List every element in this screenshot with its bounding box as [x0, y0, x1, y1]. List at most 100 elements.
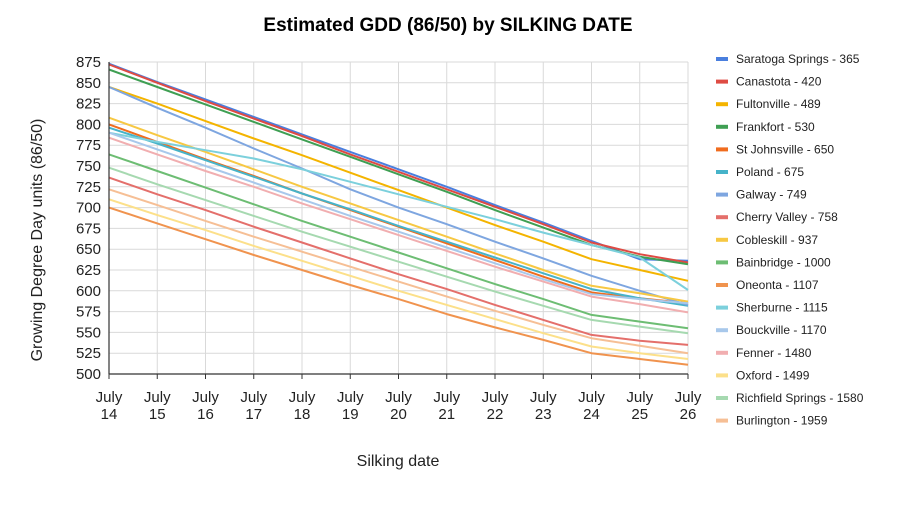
legend-item-15: Richfield Springs - 1580 — [716, 391, 864, 405]
y-tick-label-5: 750 — [76, 158, 101, 175]
x-tick-label-6: July 20 — [385, 389, 412, 423]
x-tick-label-1: July 15 — [144, 389, 171, 423]
y-tick-label-15: 500 — [76, 366, 101, 383]
series-lines — [108, 62, 689, 366]
series-line-8 — [108, 116, 689, 303]
y-tick-label-7: 700 — [76, 200, 101, 217]
y-tick-label-10: 625 — [76, 262, 101, 279]
series-line-1 — [108, 63, 689, 264]
series-line-10 — [108, 206, 689, 366]
y-tick-label-1: 850 — [76, 75, 101, 92]
series-line-6 — [108, 86, 689, 306]
series-line-13 — [108, 136, 689, 314]
legend-label-6: Galway - 749 — [736, 188, 807, 202]
legend-label-14: Oxford - 1499 — [736, 368, 810, 382]
legend-swatch-9 — [716, 260, 728, 265]
y-axis-title: Growing Degree Day units (86/50) — [29, 119, 46, 362]
legend-label-8: Cobleskill - 937 — [736, 233, 818, 247]
x-tick-label-12: July 26 — [675, 389, 702, 423]
x-tick-label-2: July 16 — [192, 389, 219, 423]
y-tick-label-4: 775 — [76, 137, 101, 154]
legend-item-0: Saratoga Springs - 365 — [716, 52, 860, 66]
legend-item-12: Bouckville - 1170 — [716, 323, 827, 337]
legend-label-9: Bainbridge - 1000 — [736, 255, 831, 269]
legend: Saratoga Springs - 365 Canastota - 420 Ful… — [716, 52, 864, 428]
legend-item-13: Fenner - 1480 — [716, 346, 812, 360]
legend-label-3: Frankfort - 530 — [736, 120, 815, 134]
legend-item-2: Fultonville - 489 — [716, 97, 821, 111]
series-line-16 — [108, 188, 689, 355]
legend-swatch-6 — [716, 192, 728, 197]
legend-item-10: Oneonta - 1107 — [716, 278, 819, 292]
x-tick-label-5: July 19 — [337, 389, 364, 423]
series-line-12 — [108, 131, 689, 305]
legend-swatch-12 — [716, 328, 728, 333]
y-axis-ticks: 875 850 825 800 775 750 725 700 675 650 625 600 575 5… — [76, 54, 101, 383]
legend-swatch-11 — [716, 305, 728, 310]
y-tick-label-9: 650 — [76, 241, 101, 258]
legend-label-15: Richfield Springs - 1580 — [736, 391, 864, 405]
y-tick-label-8: 675 — [76, 220, 101, 237]
legend-swatch-5 — [716, 170, 728, 174]
legend-label-7: Cherry Valley - 758 — [736, 210, 838, 224]
legend-label-4: St Johnsville - 650 — [736, 142, 834, 156]
series-line-0 — [108, 62, 689, 262]
series-line-2 — [108, 86, 689, 282]
legend-swatch-1 — [716, 79, 728, 84]
y-tick-label-13: 550 — [76, 324, 101, 341]
legend-label-5: Poland - 675 — [736, 165, 804, 179]
y-tick-label-11: 600 — [76, 283, 101, 300]
legend-label-16: Burlington - 1959 — [736, 414, 828, 428]
x-tick-label-0: July 14 — [96, 389, 123, 423]
legend-item-8: Cobleskill - 937 — [716, 233, 818, 247]
legend-item-9: Bainbridge - 1000 — [716, 255, 831, 269]
legend-swatch-15 — [716, 396, 728, 400]
legend-label-1: Canastota - 420 — [736, 75, 822, 89]
legend-item-3: Frankfort - 530 — [716, 120, 815, 134]
series-line-9 — [108, 153, 689, 330]
legend-item-14: Oxford - 1499 — [716, 368, 810, 382]
legend-swatch-10 — [716, 283, 728, 287]
x-axis-title: Silking date — [357, 453, 440, 470]
legend-label-12: Bouckville - 1170 — [736, 323, 827, 337]
legend-label-13: Fenner - 1480 — [736, 346, 812, 360]
y-tick-label-2: 825 — [76, 96, 101, 113]
series-line-7 — [108, 176, 689, 346]
legend-item-1: Canastota - 420 — [716, 75, 822, 89]
legend-label-10: Oneonta - 1107 — [736, 278, 819, 292]
series-line-11 — [108, 131, 689, 291]
x-tick-label-11: July 25 — [626, 389, 653, 423]
y-tick-label-3: 800 — [76, 116, 101, 133]
legend-label-11: Sherburne - 1115 — [736, 301, 828, 315]
legend-item-6: Galway - 749 — [716, 188, 807, 202]
legend-swatch-13 — [716, 350, 728, 355]
legend-item-11: Sherburne - 1115 — [716, 301, 828, 315]
series-line-15 — [108, 166, 689, 335]
x-tick-label-10: July 24 — [578, 389, 605, 423]
y-tick-label-12: 575 — [76, 304, 101, 321]
legend-item-16: Burlington - 1959 — [716, 414, 828, 428]
series-line-14 — [108, 198, 689, 360]
x-tick-label-8: July 22 — [482, 389, 509, 423]
legend-swatch-7 — [716, 215, 728, 220]
legend-label-0: Saratoga Springs - 365 — [736, 52, 860, 66]
x-tick-label-3: July 17 — [240, 389, 267, 423]
y-tick-label-6: 725 — [76, 179, 101, 196]
legend-swatch-3 — [716, 124, 728, 129]
y-tick-label-14: 525 — [76, 345, 101, 362]
legend-item-5: Poland - 675 — [716, 165, 804, 179]
chart-title: Estimated GDD (86/50) by SILKING DATE — [263, 15, 632, 36]
legend-item-4: St Johnsville - 650 — [716, 142, 834, 156]
axes — [108, 62, 689, 379]
series-line-5 — [108, 126, 689, 307]
x-tick-label-4: July 18 — [289, 389, 316, 423]
x-tick-label-7: July 21 — [433, 389, 460, 423]
legend-swatch-0 — [716, 57, 728, 61]
legend-swatch-14 — [716, 373, 728, 378]
x-axis-ticks: July 14 July 15 July 16 July 17 July 18 July 19 July… — [96, 389, 702, 423]
legend-item-7: Cherry Valley - 758 — [716, 210, 838, 224]
x-tick-label-9: July 23 — [530, 389, 557, 423]
y-tick-label-0: 875 — [76, 54, 101, 71]
legend-swatch-8 — [716, 237, 728, 242]
